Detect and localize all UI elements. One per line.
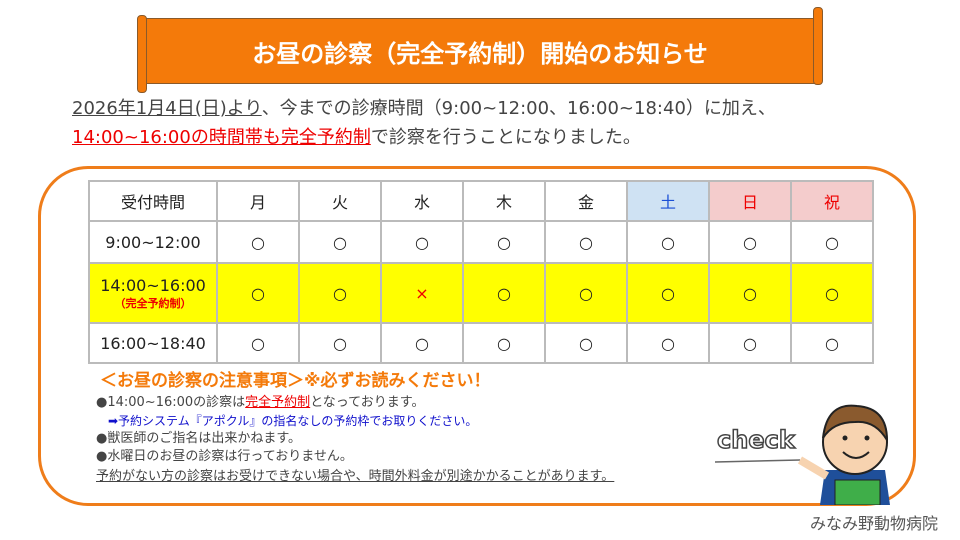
mark-cell: × — [380, 262, 464, 324]
time-cell: 9:00~12:00 — [88, 220, 218, 264]
mark-cell: ○ — [462, 262, 546, 324]
note-subitem: ➡予約システム『アポクル』の指名なしの予約枠でお取りください。 — [108, 414, 478, 428]
note-item: ●獣医師のご指名は出来かねます。 — [96, 431, 302, 446]
table-row: 9:00~12:00 ○ ○ ○ ○ ○ ○ ○ ○ — [88, 220, 874, 264]
header-cell: 受付時間 — [88, 180, 218, 222]
note-text: ●14:00~16:00の診察は — [96, 395, 246, 410]
mark-cell: ○ — [216, 220, 300, 264]
schedule-table: 受付時間 月 火 水 木 金 土 日 祝 9:00~12:00 ○ ○ ○ ○ … — [88, 180, 874, 364]
header-cell: 火 — [298, 180, 382, 222]
header-cell: 月 — [216, 180, 300, 222]
mark-cell: ○ — [298, 220, 382, 264]
header-cell: 土 — [626, 180, 710, 222]
time-cell: 14:00~16:00 （完全予約制） — [88, 262, 218, 324]
page-title: お昼の診察（完全予約制）開始のお知らせ — [252, 39, 708, 68]
clinic-name: みなみ野動物病院 — [809, 514, 938, 533]
mark-cell: ○ — [380, 322, 464, 364]
mark-cell: ○ — [298, 322, 382, 364]
schedule-panel — [38, 166, 916, 506]
mark-cell: ○ — [462, 220, 546, 264]
reservation-note: （完全予約制） — [114, 296, 192, 310]
mark-cell: ○ — [298, 262, 382, 324]
header-cell: 祝 — [790, 180, 874, 222]
note-text: となっております。 — [310, 395, 425, 410]
intro-line2: で診察を行うことになりました。 — [370, 127, 641, 148]
check-label: check — [717, 426, 796, 454]
mark-cell: ○ — [708, 322, 792, 364]
title-banner: お昼の診察（完全予約制）開始のお知らせ — [137, 7, 823, 93]
mark-cell: ○ — [216, 262, 300, 324]
time-label: 14:00~16:00 — [100, 275, 206, 295]
notes-section: ＜お昼の診察の注意事項＞※必ずお読みください！ ●14:00~16:00の診察は… — [96, 372, 614, 486]
table-row: 14:00~16:00 （完全予約制） ○ ○ × ○ ○ ○ ○ ○ — [88, 262, 874, 324]
table-header-row: 受付時間 月 火 水 木 金 土 日 祝 — [88, 180, 874, 222]
note-warning: 予約がない方の診察はお受けできない場合や、時間外料金が別途かかることがあります。 — [96, 469, 615, 484]
mark-cell: ○ — [544, 322, 628, 364]
intro-line1: 、今までの診療時間（9:00~12:00、16:00~18:40）に加え、 — [261, 98, 776, 119]
note-item: ●14:00~16:00の診察は完全予約制となっております。 — [96, 394, 614, 412]
header-cell: 金 — [544, 180, 628, 222]
mark-cell: ○ — [544, 262, 628, 324]
header-cell: 日 — [708, 180, 792, 222]
note-item: ●水曜日のお昼の診察は行っておりません。 — [96, 449, 353, 464]
start-date: 2026年1月4日(日)より — [72, 98, 262, 119]
mark-cell: ○ — [462, 322, 546, 364]
mark-cell: ○ — [708, 220, 792, 264]
note-emphasis: 完全予約制 — [245, 395, 311, 410]
intro-text: 2026年1月4日(日)より、今までの診療時間（9:00~12:00、16:00… — [72, 94, 776, 152]
intro-highlight: 14:00~16:00の時間帯も完全予約制 — [72, 127, 371, 148]
table-row: 16:00~18:40 ○ ○ ○ ○ ○ ○ ○ ○ — [88, 322, 874, 364]
mark-cell: ○ — [216, 322, 300, 364]
header-cell: 木 — [462, 180, 546, 222]
mark-cell: ○ — [790, 262, 874, 324]
mark-cell: ○ — [544, 220, 628, 264]
mark-cell: ○ — [380, 220, 464, 264]
boy-check-illustration: check — [715, 404, 890, 505]
header-cell: 水 — [380, 180, 464, 222]
notes-title: ＜お昼の診察の注意事項＞※必ずお読みください！ — [100, 371, 491, 391]
mark-cell: ○ — [708, 262, 792, 324]
mark-cell: ○ — [790, 220, 874, 264]
mark-cell: ○ — [626, 322, 710, 364]
mark-cell: ○ — [626, 220, 710, 264]
time-cell: 16:00~18:40 — [88, 322, 218, 364]
mark-cell: ○ — [790, 322, 874, 364]
mark-cell: ○ — [626, 262, 710, 324]
